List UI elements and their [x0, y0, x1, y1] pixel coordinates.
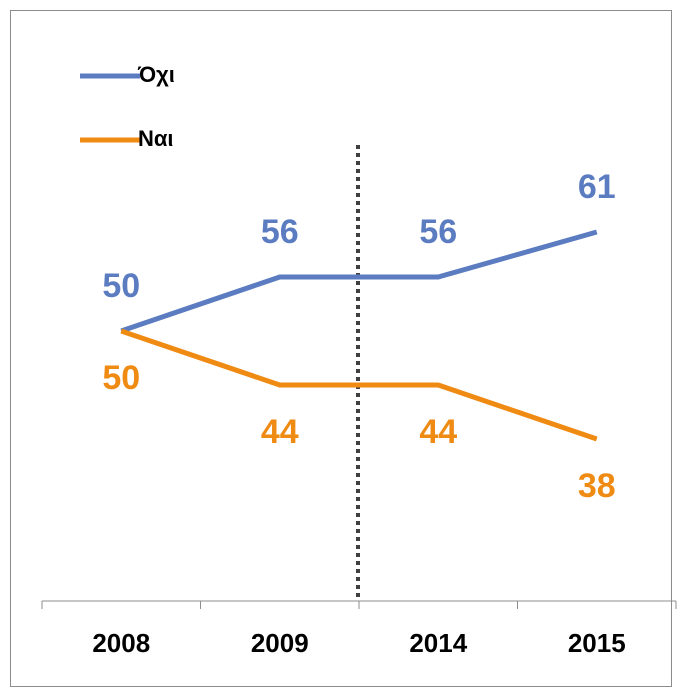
x-tick-label: 2008: [92, 628, 150, 658]
data-label: 50: [102, 359, 140, 397]
legend-label: Όχι: [137, 62, 175, 87]
x-tick-label: 2015: [568, 628, 626, 658]
x-tick-label: 2014: [409, 628, 467, 658]
series-line: [120, 229, 598, 334]
series-line: [120, 328, 598, 442]
data-label: 44: [419, 413, 457, 451]
data-label: 56: [419, 213, 457, 251]
data-label: 44: [261, 413, 299, 451]
data-label: 38: [578, 467, 616, 505]
data-label: 61: [578, 168, 616, 206]
chart-border: [10, 10, 672, 687]
data-label: 56: [261, 213, 299, 251]
x-tick-label: 2009: [251, 628, 309, 658]
legend-label: Ναι: [138, 126, 174, 151]
data-label: 50: [102, 267, 140, 305]
